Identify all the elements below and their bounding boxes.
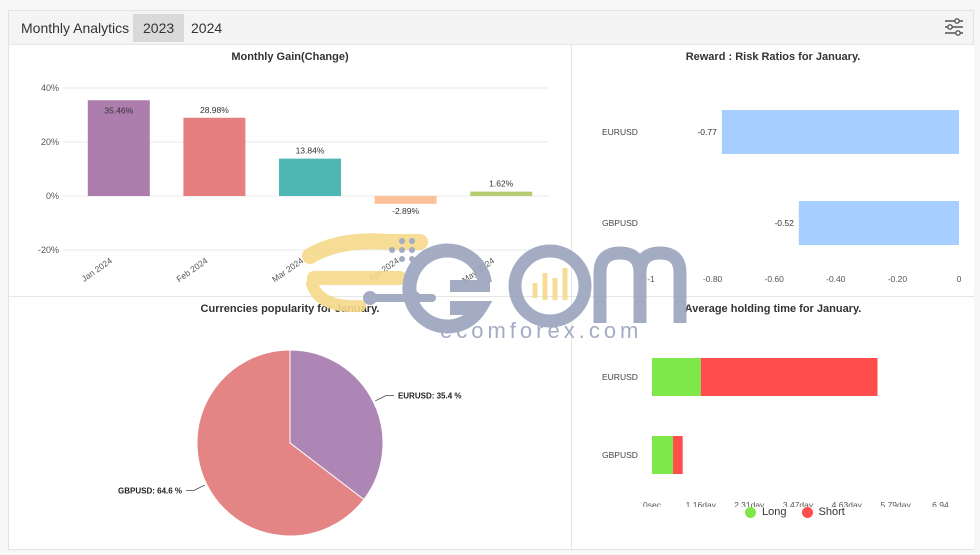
data-label: 1.62% [489,179,514,189]
bar [798,201,959,245]
bar [374,196,437,204]
holding-time-title: Average holding time for January. [684,303,862,315]
bar [87,100,150,196]
x-tick-label: 0sec [643,500,662,507]
reward-risk-panel: Reward : Risk Ratios for January. EURUSD… [572,45,974,295]
y-category-label: EURUSD [602,372,638,382]
legend-item-short[interactable]: Short [801,506,845,518]
stacked-bar-segment [652,358,701,396]
monthly-gain-chart: 40% 20% 0% -20% 35.46% Jan 2024 28.98% Feb 2024… [38,83,549,285]
tab-year-2023[interactable]: 2023 [133,14,185,42]
x-tick-label: 5.79day [880,500,911,507]
analytics-frame: Monthly Analytics 2023 2024 Monthly Gain… [8,10,974,550]
holding-time-chart: EURUSD GBPUSD 0sec 1.16day 2.31day 3.47day 4.6… [602,358,956,507]
y-category-label: GBPUSD [602,218,638,228]
x-tick-label: 6.94... [932,500,956,507]
x-tick-label: 3.47day [783,500,814,507]
y-tick-label: 20% [41,137,59,147]
x-tick-label: 0 [957,274,962,284]
x-tick-label: 1.16day [686,500,717,507]
currency-popularity-panel: Currencies popularity for January. EURUS… [9,297,571,549]
data-label: 28.98% [200,105,229,115]
y-tick-label: 40% [41,83,59,93]
pie-data-label: GBPUSD: 64.6 % [118,486,182,495]
bar [721,110,959,154]
y-tick-label: 0% [46,191,59,201]
data-label: 13.84% [296,146,325,156]
legend-short-label: Short [818,506,845,518]
x-tick-label: Mar 2024 [270,255,305,284]
reward-risk-chart: EURUSD -0.77 GBPUSD -0.52 -1 -0.80 -0.60 -0.40 -… [602,110,962,284]
legend-long-label: Long [762,506,787,518]
x-tick-label: May 2024 [460,255,497,285]
y-category-label: GBPUSD [602,450,638,460]
y-category-label: EURUSD [602,127,638,137]
pie-leader-line [186,484,205,491]
stacked-bar-segment [652,436,674,474]
bar [183,117,246,196]
x-tick-label: -0.80 [703,274,723,284]
x-tick-label: -0.40 [826,274,846,284]
x-tick-label: 4.63day [832,500,863,507]
bar [279,158,341,196]
top-bar: Monthly Analytics 2023 2024 [9,11,973,45]
data-label: -0.52 [774,218,794,228]
holding-time-legend: Long Short [745,506,857,521]
data-label: 35.46% [104,105,133,115]
x-tick-label: Apr 2024 [367,255,401,283]
legend-item-long[interactable]: Long [745,506,786,518]
x-tick-label: -0.20 [888,274,908,284]
pie-data-label: EURUSD: 35.4 % [398,392,462,401]
x-tick-label: -0.60 [765,274,785,284]
y-tick-label: -20% [38,245,59,255]
bar [470,191,533,196]
data-label: -2.89% [392,206,419,216]
monthly-gain-title: Monthly Gain(Change) [231,51,349,63]
holding-time-panel: Average holding time for January. EURUSD… [572,297,974,549]
page-title: Monthly Analytics [21,20,130,36]
legend-short-dot-icon [801,506,813,518]
stacked-bar-segment [673,436,683,474]
pie-leader-line [375,395,394,402]
reward-risk-title: Reward : Risk Ratios for January. [685,51,861,63]
x-tick-label: Feb 2024 [174,255,209,284]
pie-slice [289,349,384,501]
tab-year-2024[interactable]: 2024 [191,20,223,36]
legend-long-dot-icon [745,506,756,518]
x-tick-label: 2.31day [734,500,765,507]
monthly-gain-panel: Monthly Gain(Change) 40% 20% 0% -20% 35.46% J… [9,45,571,295]
x-tick-label: -1 [647,274,655,284]
pie-slice [196,349,365,537]
stacked-bar-segment [700,358,878,396]
sliders-icon[interactable] [943,16,965,38]
data-label: -0.77 [697,127,717,137]
currency-popularity-chart: EURUSD: 35.4 % GBPUSD: 64.6 % [118,349,462,537]
x-tick-label: Jan 2024 [80,255,115,283]
